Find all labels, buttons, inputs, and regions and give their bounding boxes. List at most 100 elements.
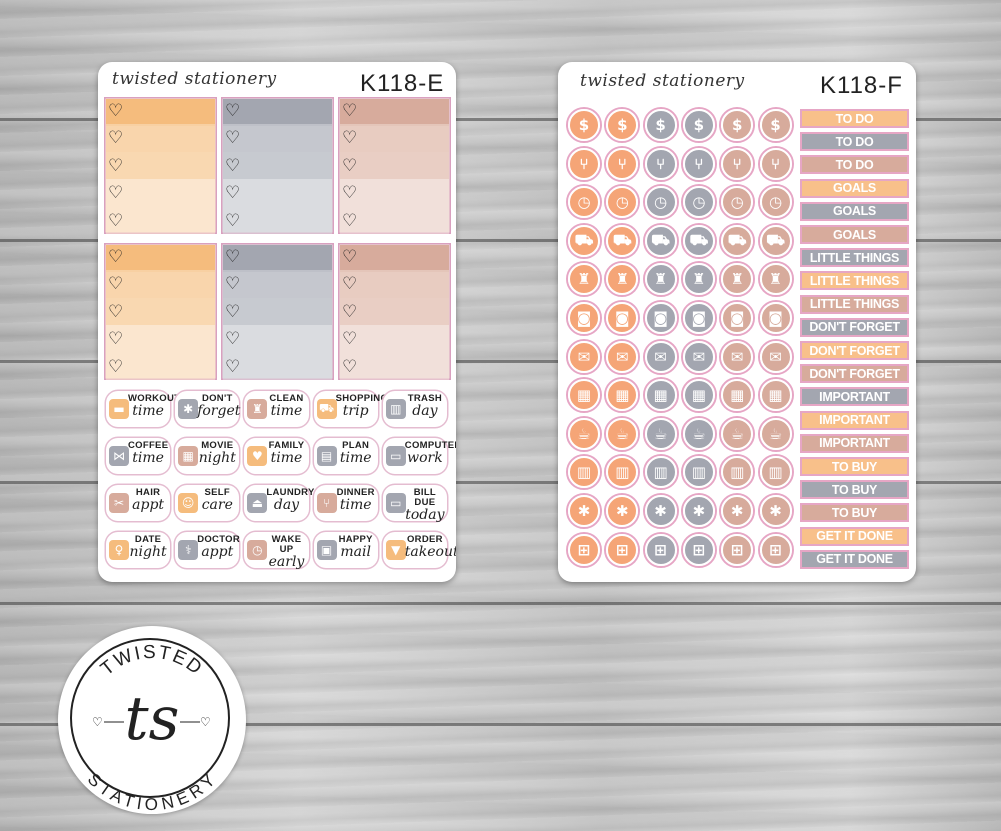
- heart-checkbox-icon: ♡: [342, 247, 358, 267]
- circle-sticker-outline: [680, 107, 717, 143]
- heart-icon: ♥: [247, 446, 268, 466]
- label-caps-text: MOVIE: [201, 440, 234, 451]
- checklist-block: ♡ ♡ ♡ ♡ ♡: [338, 243, 451, 380]
- clock-icon: ◷: [759, 186, 792, 219]
- heart-checkbox-icon: ♡: [342, 329, 358, 350]
- label-sticker: ◷ WAKE UP early: [244, 532, 309, 570]
- circle-sticker-outline: [757, 300, 794, 336]
- checklist-row: [223, 124, 332, 152]
- circle-sticker-outline: [719, 222, 756, 259]
- coffee-cup-icon: ☕: [682, 417, 715, 450]
- label-caps-text: PLAN: [342, 440, 370, 451]
- word-tag-sticker: DON'T FORGET: [800, 364, 909, 384]
- label-caps-text: DOCTOR: [197, 534, 240, 545]
- asterisk-icon: ✱: [606, 495, 639, 527]
- word-tag-sticker: TO DO: [800, 155, 909, 175]
- circle-sticker-outline: [757, 261, 794, 298]
- svg-text:STATIONERY: STATIONERY: [84, 770, 220, 814]
- checklist-row: [340, 352, 449, 380]
- checklist-row: [106, 352, 215, 380]
- washing-machine-icon: ◙: [682, 302, 715, 334]
- trash-can-icon: ▥: [644, 456, 677, 489]
- gift-icon: ▦: [606, 379, 639, 412]
- computer-icon: ▭: [385, 446, 406, 466]
- clock-icon: ◷: [682, 186, 715, 219]
- label-sticker: ✂ HAIR appt: [106, 485, 171, 521]
- circle-sticker-outline: [680, 531, 717, 568]
- checklist-row: [223, 151, 332, 180]
- word-tag-sticker: GOALS: [800, 201, 909, 221]
- label-sticker: ▦ MOVIE night: [175, 438, 240, 474]
- label-text: DINNER time: [336, 488, 376, 513]
- label-script-text: time: [339, 449, 372, 466]
- circle-sticker-outline: [757, 454, 794, 491]
- checklist-row: [340, 124, 449, 152]
- label-stickers: ▬ WORKOUT time ✱ DON'T forget ♜ CLEAN time ⛟ SHOPP…: [104, 387, 456, 577]
- label-script-text: mail: [340, 543, 371, 560]
- trash-can-icon: ▥: [568, 456, 600, 489]
- label-script-text: work: [407, 449, 443, 466]
- circle-sticker-outline: [719, 184, 756, 221]
- circle-sticker-outline: [719, 377, 756, 414]
- envelope-icon: ✉: [682, 340, 715, 373]
- circle-sticker-outline: [680, 222, 717, 259]
- circle-sticker-outline: [642, 377, 679, 414]
- label-sticker: ⛟ SHOPPING trip: [313, 391, 389, 427]
- label-text: COMPUTER work: [405, 441, 456, 466]
- heart-checkbox-icon: ♡: [225, 101, 241, 121]
- circle-sticker-outline: [757, 107, 794, 143]
- coffee-cup-icon: ☕: [568, 417, 600, 450]
- svg-text:TWISTED: TWISTED: [97, 642, 207, 680]
- clock-icon: ◷: [606, 186, 639, 219]
- circle-sticker-outline: [757, 338, 794, 375]
- word-tag-sticker: TO DO: [800, 132, 909, 152]
- dollar-icon: $: [568, 109, 600, 141]
- checklist-row: [106, 270, 215, 298]
- circle-sticker-outline: [642, 415, 679, 452]
- label-script-text: time: [270, 402, 303, 419]
- heart-checkbox-icon: ♡: [108, 356, 124, 377]
- word-tag-sticker: IMPORTANT: [800, 387, 909, 407]
- cutlery-icon: ⑂: [316, 493, 337, 513]
- heart-checkbox-icon: ♡: [342, 301, 358, 322]
- label-script-text: appt: [132, 496, 165, 513]
- trash-can-icon: ▥: [759, 456, 792, 489]
- circle-sticker-outline: [642, 338, 679, 375]
- circle-sticker-outline: [604, 145, 641, 182]
- label-script-text: time: [132, 449, 164, 466]
- spray-bottle-icon: ♜: [759, 263, 792, 296]
- word-tag-sticker: LITTLE THINGS: [800, 271, 909, 291]
- checklist-row: [340, 179, 449, 207]
- checklist-block: ♡ ♡ ♡ ♡ ♡: [221, 97, 334, 234]
- label-text: WORKOUT time: [128, 394, 180, 419]
- checklist-row: [106, 325, 215, 353]
- envelope-icon: ✉: [568, 340, 600, 373]
- bow-icon: ⋈: [109, 446, 129, 466]
- label-caps-text: SHOPPING: [335, 393, 389, 404]
- washing-machine-icon: ◙: [568, 302, 600, 334]
- dumbbell-icon: ▬: [109, 399, 129, 419]
- circle-sticker-outline: [566, 261, 602, 298]
- circle-sticker-outline: [680, 454, 717, 491]
- checklist-row: [340, 325, 449, 353]
- label-sticker: ⚕ DOCTOR appt: [175, 532, 240, 568]
- checklist-block: ♡ ♡ ♡ ♡ ♡: [221, 243, 334, 380]
- checklist-row: [223, 352, 332, 380]
- seal-bottom-text: STATIONERY: [84, 770, 218, 814]
- label-caps-text: CLEAN: [269, 393, 304, 404]
- checklist-row: [223, 245, 332, 273]
- bill-icon: ▭: [385, 493, 406, 513]
- circle-sticker-outline: [757, 377, 794, 414]
- heart-checkbox-icon: ♡: [225, 356, 241, 377]
- label-text: SELF care: [197, 488, 237, 513]
- label-script-text: care: [201, 496, 233, 513]
- label-text: WAKE UP early: [266, 535, 306, 570]
- label-caps-text: DINNER: [336, 487, 375, 498]
- circle-sticker-outline: [757, 493, 794, 529]
- word-tag-sticker: IMPORTANT: [800, 433, 909, 453]
- cart-icon: ⛟: [759, 224, 792, 257]
- clapperboard-icon: ▦: [178, 446, 199, 466]
- coffee-cup-icon: ☕: [644, 417, 677, 450]
- label-caps-text: LAUNDRY: [266, 487, 315, 498]
- circle-sticker-outline: [604, 415, 641, 452]
